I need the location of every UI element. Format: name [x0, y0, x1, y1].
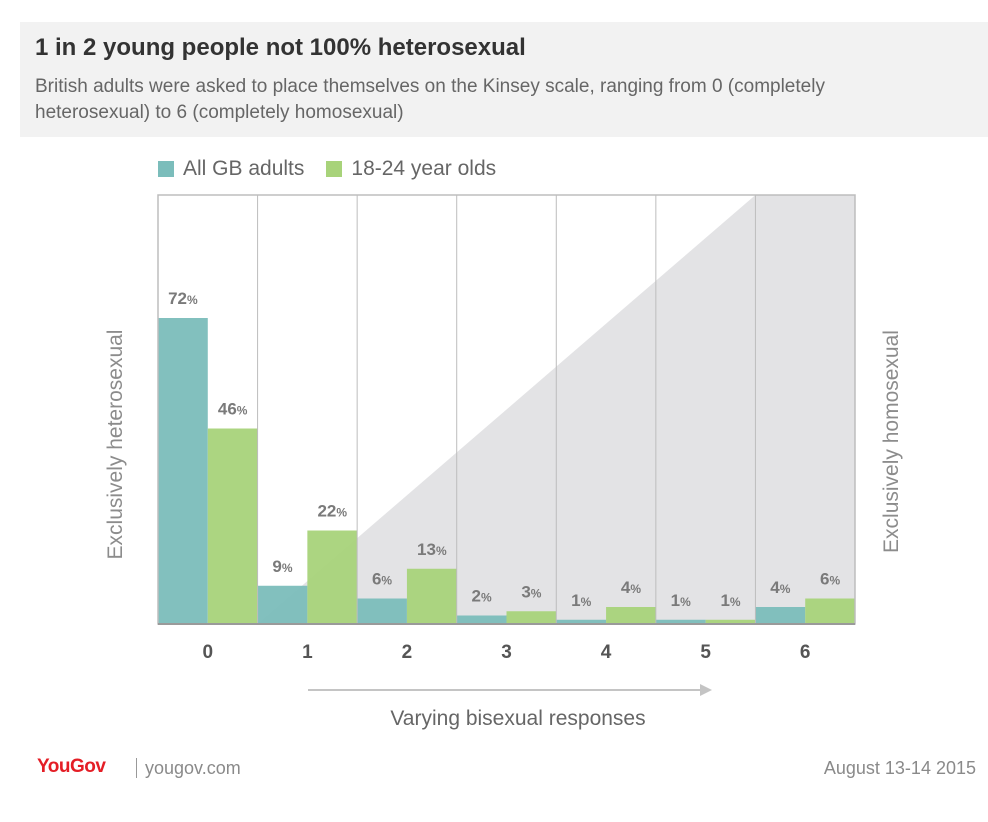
- bar-all-adults-0: [158, 318, 208, 624]
- legend-swatch-all-adults: [158, 161, 174, 177]
- data-label-all-adults-3: 2%: [472, 587, 492, 606]
- bar-18-24-6: [805, 598, 855, 624]
- x-tick-label-6: 6: [800, 642, 811, 663]
- x-tick-label-0: 0: [202, 642, 213, 663]
- legend: All GB adults 18-24 year olds: [158, 157, 518, 181]
- legend-item-18-24: 18-24 year olds: [326, 157, 496, 181]
- data-label-all-adults-4: 1%: [571, 591, 591, 610]
- bar-18-24-0: [207, 428, 258, 624]
- bar-all-adults-1: [257, 585, 308, 624]
- bar-all-adults-2: [357, 598, 407, 624]
- data-label-18-24-6: 6%: [820, 570, 840, 589]
- legend-item-all-adults: All GB adults: [158, 157, 304, 181]
- x-tick-label-3: 3: [501, 642, 512, 663]
- bar-18-24-1: [307, 530, 358, 624]
- bar-18-24-2: [406, 568, 457, 624]
- bar-all-adults-4: [556, 619, 607, 624]
- data-label-18-24-1: 22%: [317, 502, 347, 521]
- yougov-logo: YouGov: [37, 756, 106, 777]
- data-label-18-24-3: 3%: [521, 582, 541, 601]
- header-panel: 1 in 2 young people not 100% heterosexua…: [20, 22, 988, 137]
- bar-all-adults-5: [655, 619, 706, 624]
- bar-18-24-3: [506, 611, 557, 624]
- x-axis-label: Varying bisexual responses: [390, 707, 645, 730]
- bisexual-arrow-head-icon: [700, 684, 712, 696]
- legend-swatch-18-24: [326, 161, 343, 177]
- x-tick-label-4: 4: [601, 642, 612, 663]
- y-label-left: Exclusively heterosexual: [104, 330, 127, 560]
- footer-url: yougov.com: [136, 758, 241, 778]
- chart-subtitle: British adults were asked to place thems…: [35, 76, 825, 123]
- data-label-all-adults-6: 4%: [770, 578, 790, 597]
- data-label-all-adults-0: 72%: [168, 289, 198, 308]
- data-label-18-24-5: 1%: [720, 591, 740, 610]
- footer-date: August 13-14 2015: [823, 758, 976, 778]
- y-label-right: Exclusively homosexual: [880, 330, 903, 553]
- legend-label-all-adults: All GB adults: [183, 157, 305, 180]
- x-tick-label-2: 2: [402, 642, 413, 663]
- bar-all-adults-3: [456, 615, 507, 624]
- data-label-all-adults-2: 6%: [372, 570, 392, 589]
- data-label-18-24-0: 46%: [218, 400, 248, 419]
- chart-title: 1 in 2 young people not 100% heterosexua…: [35, 34, 526, 61]
- data-label-all-adults-5: 1%: [671, 591, 691, 610]
- bar-18-24-5: [705, 619, 756, 624]
- bar-all-adults-6: [755, 607, 806, 624]
- bar-18-24-4: [606, 607, 656, 624]
- x-tick-label-5: 5: [700, 642, 711, 663]
- x-tick-label-1: 1: [302, 642, 313, 663]
- data-label-18-24-2: 13%: [417, 540, 447, 559]
- data-label-all-adults-1: 9%: [272, 557, 292, 576]
- legend-label-18-24: 18-24 year olds: [351, 157, 497, 180]
- data-label-18-24-4: 4%: [621, 578, 641, 597]
